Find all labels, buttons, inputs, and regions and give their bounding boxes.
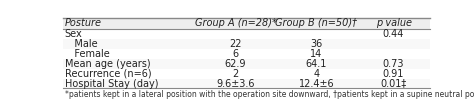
Text: 4: 4 [313, 69, 319, 79]
Text: Female: Female [65, 49, 109, 59]
Text: Recurrence (n=6): Recurrence (n=6) [65, 69, 151, 79]
Text: 36: 36 [310, 39, 322, 49]
Text: *patients kept in a lateral position with the operation site downward, †patients: *patients kept in a lateral position wit… [65, 90, 474, 99]
Text: 22: 22 [229, 39, 242, 49]
Text: p value: p value [375, 18, 411, 28]
Text: 0.73: 0.73 [383, 59, 404, 69]
Text: Mean age (years): Mean age (years) [65, 59, 150, 69]
Text: 6: 6 [233, 49, 238, 59]
Text: 62.9: 62.9 [225, 59, 246, 69]
Text: Hospital Stay (day): Hospital Stay (day) [65, 79, 158, 88]
Text: Posture: Posture [65, 18, 102, 28]
Text: Male: Male [65, 39, 97, 49]
Text: 12.4±6: 12.4±6 [299, 79, 334, 88]
Text: 0.91: 0.91 [383, 69, 404, 79]
Text: 64.1: 64.1 [306, 59, 327, 69]
Text: Group B (n=50)†: Group B (n=50)† [275, 18, 357, 28]
Text: 2: 2 [232, 69, 239, 79]
Text: 0.44: 0.44 [383, 29, 404, 39]
Text: Sex: Sex [65, 29, 82, 39]
Text: 9.6±3.6: 9.6±3.6 [216, 79, 255, 88]
Text: 0.01‡: 0.01‡ [381, 79, 407, 88]
Text: Group A (n=28)*: Group A (n=28)* [195, 18, 276, 28]
Text: 14: 14 [310, 49, 322, 59]
